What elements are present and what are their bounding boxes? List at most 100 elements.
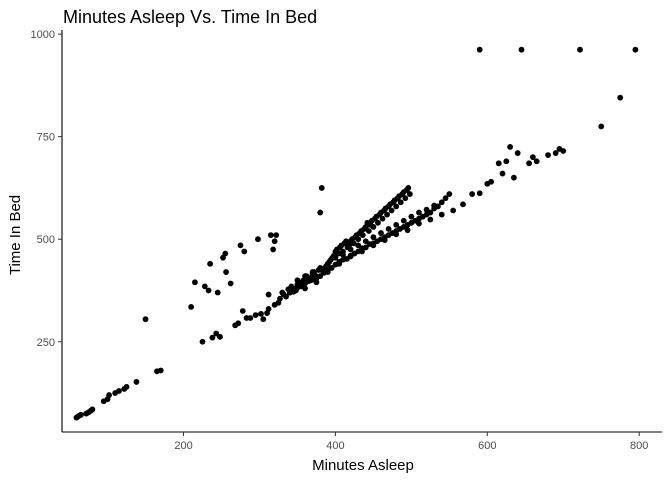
data-point [252, 312, 259, 318]
data-point [302, 285, 308, 292]
data-point [283, 293, 289, 300]
data-point [552, 150, 559, 156]
data-point [188, 303, 195, 310]
data-point [277, 295, 283, 302]
data-point [370, 242, 377, 249]
data-point [365, 228, 372, 234]
data-point [227, 280, 234, 287]
data-point [294, 284, 301, 291]
data-point [518, 46, 525, 53]
data-point [476, 190, 483, 197]
y-tick-label: 1000 [31, 29, 55, 41]
data-point [273, 232, 280, 239]
data-point [335, 250, 342, 257]
data-point [317, 273, 324, 280]
data-point [375, 219, 381, 226]
data-point [388, 207, 395, 214]
data-point [247, 315, 254, 321]
data-point [106, 392, 112, 398]
data-point [370, 234, 377, 241]
data-point [336, 260, 343, 267]
data-point [431, 202, 438, 209]
data-point [350, 240, 357, 247]
data-point [446, 191, 453, 197]
data-point [294, 277, 301, 284]
data-point [560, 148, 567, 154]
data-point [267, 232, 274, 239]
data-point [258, 310, 264, 317]
data-point [222, 250, 229, 257]
y-tick-label: 250 [37, 337, 55, 349]
data-point [438, 199, 445, 206]
data-point [317, 265, 324, 271]
data-point [318, 185, 325, 191]
data-point [217, 333, 223, 340]
data-point [201, 283, 208, 290]
data-point [359, 248, 365, 255]
data-point [255, 236, 261, 243]
data-point [157, 367, 164, 374]
data-point [359, 232, 366, 239]
x-axis-title: Minutes Asleep [312, 457, 414, 474]
data-point [408, 213, 415, 220]
data-point [526, 160, 532, 167]
data-point [362, 238, 369, 245]
data-point [78, 411, 84, 418]
y-axis-title: Time In Bed [7, 195, 24, 275]
data-point [133, 379, 140, 385]
data-point [533, 158, 540, 165]
data-point [378, 230, 384, 236]
data-point [404, 227, 411, 234]
data-point [192, 279, 198, 286]
data-point [442, 195, 449, 202]
data-point [237, 242, 244, 249]
data-point [632, 46, 639, 53]
data-point [514, 150, 521, 156]
data-point [423, 206, 430, 213]
data-point [400, 217, 407, 224]
data-point [379, 215, 386, 222]
data-point [476, 46, 483, 53]
y-tick-label: 500 [37, 234, 55, 246]
points-layer [73, 46, 639, 421]
data-point [406, 191, 413, 197]
data-point [495, 160, 502, 167]
data-point [142, 316, 149, 323]
data-point [343, 238, 349, 245]
data-point [402, 195, 409, 202]
y-tick-label: 750 [37, 132, 55, 144]
data-point [450, 207, 457, 214]
data-point [265, 306, 272, 312]
data-point [213, 330, 220, 337]
data-point [116, 388, 122, 394]
data-point [332, 254, 339, 261]
data-point [397, 199, 404, 206]
axes-layer: 200 400 600 800 250 500 750 1000 [31, 29, 662, 452]
data-point [469, 191, 476, 197]
data-point [324, 260, 331, 267]
data-point [617, 94, 624, 101]
data-point [393, 231, 400, 238]
data-point [362, 244, 369, 251]
data-point [488, 178, 495, 185]
data-point [340, 251, 346, 258]
data-point [510, 174, 517, 181]
data-point [317, 209, 324, 216]
x-tick-label: 600 [478, 440, 496, 452]
data-point [260, 316, 267, 323]
data-point [416, 209, 422, 216]
data-point [416, 220, 422, 227]
data-point [89, 406, 96, 413]
x-tick-label: 800 [630, 440, 648, 452]
data-point [499, 170, 506, 177]
data-point [405, 185, 412, 191]
data-point [302, 273, 308, 280]
data-point [385, 226, 392, 232]
data-point [347, 246, 354, 253]
data-point [239, 308, 246, 314]
data-point [265, 291, 272, 298]
x-tick-label: 200 [174, 440, 192, 452]
data-point [309, 269, 316, 275]
data-point [545, 152, 551, 159]
